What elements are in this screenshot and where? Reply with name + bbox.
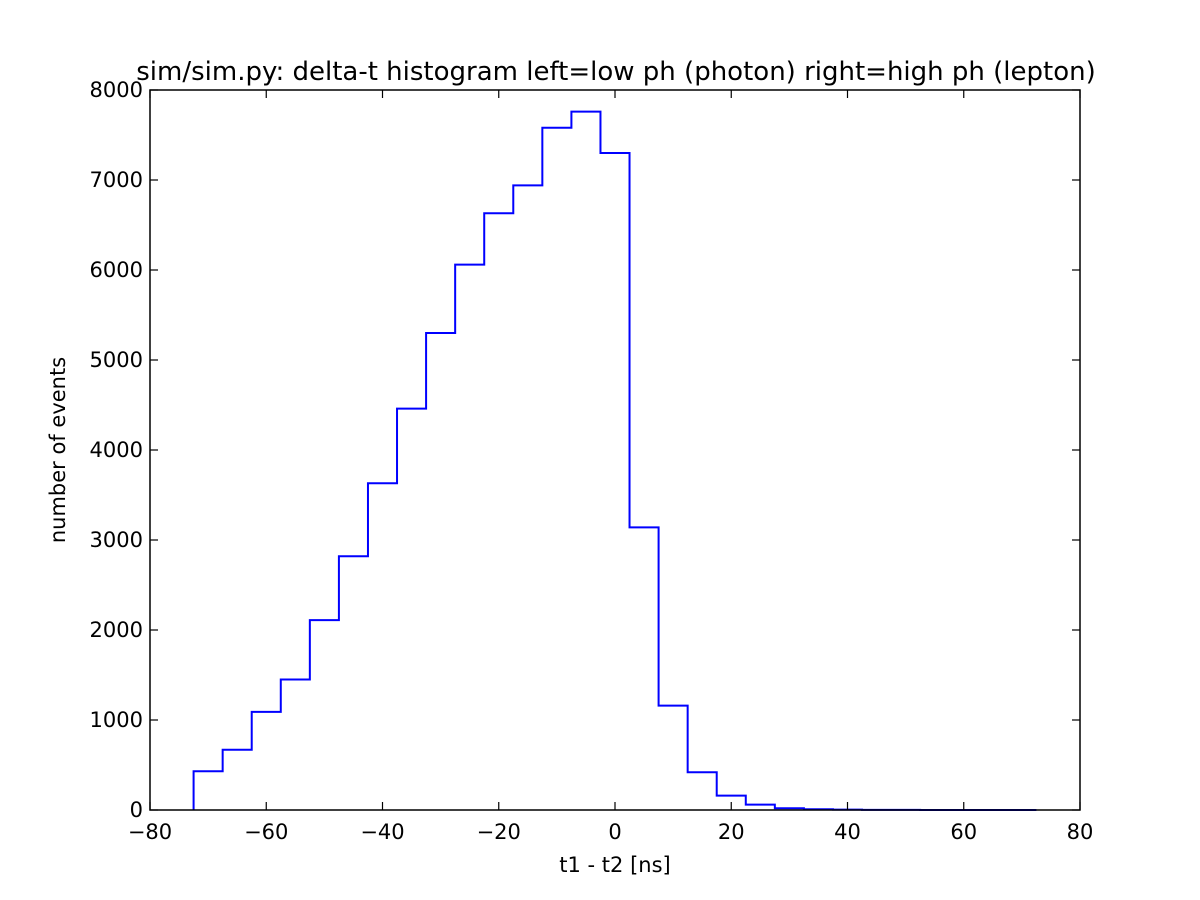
x-tick-label: −20	[477, 820, 521, 844]
y-tick-label: 0	[130, 798, 143, 822]
y-tick-label: 5000	[90, 348, 143, 372]
y-axis-ticks: 0 1000 2000 3000 4000 5000 6000 7000 8000	[90, 78, 1080, 822]
y-tick-label: 8000	[90, 78, 143, 102]
x-tick-label: 40	[834, 820, 861, 844]
histogram-step-line	[192, 110, 1037, 811]
x-tick-label: 60	[950, 820, 977, 844]
x-tick-label: −60	[244, 820, 288, 844]
y-tick-label: 2000	[90, 618, 143, 642]
x-tick-label: −80	[128, 820, 172, 844]
chart-title: sim/sim.py: delta-t histogram left=low p…	[136, 57, 1096, 87]
x-tick-label: 80	[1067, 820, 1094, 844]
y-tick-label: 6000	[90, 258, 143, 282]
y-tick-label: 4000	[90, 438, 143, 462]
x-tick-label: 20	[718, 820, 745, 844]
plot-frame	[149, 89, 1081, 811]
histogram-marks	[192, 110, 1037, 811]
y-tick-label: 7000	[90, 168, 143, 192]
x-axis-ticks: −80 −60 −40 −20 0 20 40 60 80	[128, 90, 1094, 844]
x-tick-label: 0	[608, 820, 621, 844]
y-axis-label: number of events	[46, 357, 70, 543]
x-axis-label: t1 - t2 [ns]	[559, 853, 670, 877]
x-tick-label: −40	[360, 820, 404, 844]
y-tick-label: 1000	[90, 708, 143, 732]
y-tick-label: 3000	[90, 528, 143, 552]
